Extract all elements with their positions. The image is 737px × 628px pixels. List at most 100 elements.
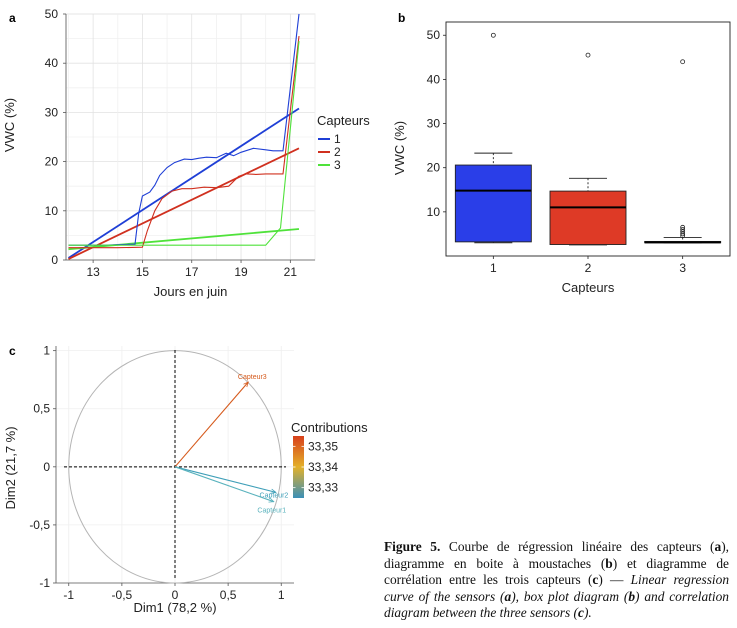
panel-b-y-tick-label: 10 bbox=[427, 205, 441, 219]
panel-b-x-tick-label: 3 bbox=[679, 261, 686, 275]
panel-c-legend-tick-label: 33,34 bbox=[308, 460, 338, 474]
caption-label: Figure 5. bbox=[384, 539, 441, 554]
panel-c-x-tick-label: 1 bbox=[278, 588, 285, 602]
panel-c-vector-Capteur2 bbox=[174, 466, 276, 493]
panel-c-colorbar bbox=[293, 436, 304, 498]
panel-a-y-tick-label: 50 bbox=[45, 7, 59, 21]
panel-b-box-1 bbox=[454, 164, 532, 243]
panel-b-outlier-1 bbox=[490, 32, 496, 38]
caption-fr-ref-b: b bbox=[605, 555, 613, 571]
panel-c-x-tick-label: -1 bbox=[63, 588, 74, 602]
panel-c-legend-title: Contributions bbox=[291, 420, 368, 435]
panel-a-legend-label-1: 1 bbox=[334, 132, 341, 146]
panel-b-y-tick-label: 20 bbox=[427, 161, 441, 175]
caption-en-part-4: ). bbox=[583, 605, 592, 620]
panel-a-legend-label-2: 2 bbox=[334, 145, 341, 159]
panel-a-series-lines bbox=[68, 13, 300, 249]
panel-a-series-line-1 bbox=[68, 13, 300, 246]
caption-en-ref-c: c bbox=[578, 605, 584, 620]
caption-fr-part-2: ), diagramme en boite à moustaches ( bbox=[384, 539, 730, 571]
panel-b-letter: b bbox=[398, 11, 405, 25]
panel-a-legend-title: Capteurs bbox=[317, 113, 370, 128]
panel-b-box-2 bbox=[549, 190, 627, 245]
panel-a-axes bbox=[65, 14, 315, 261]
caption-en-ref-b: b bbox=[628, 588, 636, 604]
panel-c-correlation-circle: c Capteur3 Capteur2 Capteur1 -1 -0,5 0 0,5 1 1 0… bbox=[3, 344, 368, 615]
panel-a-x-tick-label: 17 bbox=[185, 265, 199, 279]
panel-c-y-tick-label: 0,5 bbox=[33, 402, 50, 416]
panel-c-legend: Contributions 33,35 33,34 33,33 bbox=[291, 420, 368, 498]
panel-a-x-axis-title: Jours en juin bbox=[154, 284, 228, 299]
panel-c-x-tick-label: -0,5 bbox=[112, 588, 133, 602]
panel-c-tick-labels: -1 -0,5 0 0,5 1 1 0,5 0 -0,5 -1 bbox=[29, 344, 285, 602]
panel-a-tick-labels: 13 15 17 19 21 0 10 20 30 40 50 bbox=[45, 7, 298, 279]
panel-b-outlier-3 bbox=[680, 229, 686, 235]
panel-a-legend: Capteurs 123 bbox=[317, 113, 370, 172]
panel-b-tick-labels: 1 2 3 10 20 30 40 50 bbox=[427, 28, 687, 275]
panel-a-x-tick-label: 19 bbox=[234, 265, 248, 279]
panel-b-outlier-3 bbox=[680, 59, 686, 65]
panel-a-y-tick-label: 20 bbox=[45, 155, 59, 169]
panel-c-y-axis-title: Dim2 (21,7 %) bbox=[3, 426, 18, 509]
panel-a-legend-items: 123 bbox=[318, 132, 341, 172]
panel-c-x-tick-label: 0 bbox=[172, 588, 179, 602]
panel-c-letter: c bbox=[9, 344, 16, 358]
caption-en-part-3: ) and correlation diagram between the th… bbox=[384, 588, 729, 621]
panel-b-outlier-3 bbox=[680, 224, 686, 230]
caption-en-part-2: ), box plot diagram ( bbox=[511, 588, 629, 604]
panel-a-letter: a bbox=[9, 11, 16, 25]
panel-c-vector-label-Capteur1: Capteur1 bbox=[257, 508, 286, 515]
caption-fr-ref-a: a bbox=[714, 539, 722, 554]
panel-c-y-tick-label: 0 bbox=[43, 460, 50, 474]
panel-a-regression-line-series-1 bbox=[67, 107, 300, 259]
panel-a-x-tick-label: 13 bbox=[86, 265, 100, 279]
panel-b-x-tick-label: 1 bbox=[490, 261, 497, 275]
panel-b-outlier-3 bbox=[680, 227, 686, 232]
panel-b-y-tick-label: 50 bbox=[427, 28, 441, 42]
panel-a-y-tick-label: 30 bbox=[45, 105, 59, 119]
panel-c-x-axis-title: Dim1 (78,2 %) bbox=[133, 600, 216, 615]
panel-c-legend-tick-label: 33,33 bbox=[308, 481, 338, 495]
caption-fr-part-3: ) et diagramme de corrélation entre les … bbox=[384, 555, 729, 588]
caption-en-part-1: Linear regression curve of the sensors ( bbox=[384, 572, 730, 604]
panel-a-y-tick-label: 10 bbox=[45, 204, 59, 218]
panel-b-x-axis-title: Capteurs bbox=[562, 280, 615, 295]
panel-a-y-axis-title: VWC (%) bbox=[2, 98, 17, 152]
panel-c-vector-Capteur1 bbox=[174, 466, 274, 502]
panel-b-y-axis-title: VWC (%) bbox=[392, 121, 407, 175]
panel-b-boxes bbox=[454, 32, 722, 246]
panel-b-box-plot: b 1 2 3 10 20 30 40 50 Capteurs VWC (%) bbox=[392, 11, 731, 295]
panel-a-y-tick-label: 0 bbox=[51, 253, 58, 267]
panel-c-vector-Capteur3 bbox=[174, 382, 248, 468]
panel-a-x-tick-label: 15 bbox=[136, 265, 150, 279]
panel-b-x-tick-label: 2 bbox=[585, 261, 592, 275]
caption-fr-part-1: Courbe de régression linéaire des capteu… bbox=[440, 539, 715, 554]
panel-a-regression-line-series-2 bbox=[68, 147, 300, 260]
panel-a-y-tick-label: 40 bbox=[45, 56, 59, 70]
panel-b-outlier-2 bbox=[585, 52, 591, 58]
panel-c-y-tick-label: -0,5 bbox=[29, 518, 50, 532]
panel-a-legend-label-3: 3 bbox=[334, 158, 341, 172]
panel-c-vector-label-Capteur2: Capteur2 bbox=[260, 492, 289, 499]
panel-c-y-tick-label: 1 bbox=[43, 344, 50, 358]
panel-a-regression-lines bbox=[67, 107, 300, 260]
panel-c-legend-ticks: 33,35 33,34 33,33 bbox=[293, 439, 338, 495]
panel-a-series-line-3 bbox=[68, 41, 300, 246]
panel-a-series-line-2 bbox=[68, 36, 300, 249]
panel-b-outlier-3 bbox=[680, 231, 686, 237]
panel-c-x-tick-label: 0,5 bbox=[220, 588, 237, 602]
panel-c-vectors: Capteur3 Capteur2 Capteur1 bbox=[174, 374, 289, 515]
caption-fr-ref-c: c bbox=[592, 572, 599, 587]
panel-a-grid bbox=[65, 13, 316, 261]
panel-a-x-tick-label: 21 bbox=[284, 265, 298, 279]
panel-b-y-tick-label: 40 bbox=[427, 72, 441, 86]
figure-caption: Figure 5. Courbe de régression linéaire … bbox=[384, 539, 729, 622]
caption-fr-part-4: ) — bbox=[598, 572, 631, 587]
panel-b-y-tick-label: 30 bbox=[427, 117, 441, 131]
panel-a-regression-line-series-3 bbox=[68, 228, 300, 251]
panel-c-legend-tick-label: 33,35 bbox=[308, 439, 338, 453]
panel-c-y-tick-label: -1 bbox=[39, 576, 50, 590]
panel-c-vector-label-Capteur3: Capteur3 bbox=[238, 374, 267, 381]
